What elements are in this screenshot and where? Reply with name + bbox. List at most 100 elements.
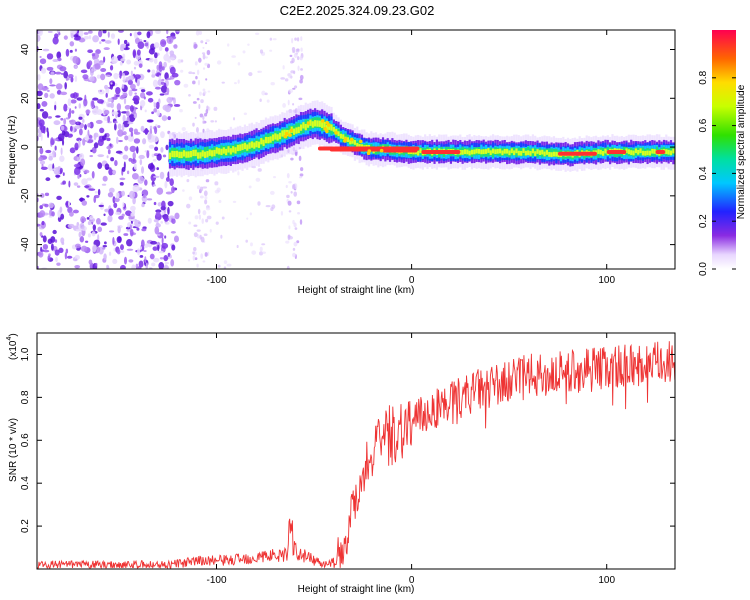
noise-speckle bbox=[108, 251, 112, 256]
noise-speckle bbox=[188, 71, 193, 75]
ridge-segment bbox=[253, 142, 256, 149]
ridge-segment bbox=[218, 148, 221, 155]
noise-speckle bbox=[287, 200, 292, 206]
y-tick-label: 0.6 bbox=[20, 433, 31, 447]
noise-speckle bbox=[292, 87, 296, 90]
noise-speckle bbox=[98, 204, 104, 208]
y-tick-label: -20 bbox=[20, 188, 31, 203]
ridge-segment bbox=[213, 149, 216, 157]
noise-speckle bbox=[282, 65, 285, 70]
noise-speckle bbox=[87, 60, 93, 66]
noise-speckle bbox=[128, 127, 134, 133]
noise-speckle bbox=[109, 65, 114, 71]
noise-speckle bbox=[101, 183, 107, 186]
noise-speckle bbox=[87, 129, 90, 137]
ridge-segment bbox=[314, 120, 317, 127]
noise-speckle bbox=[282, 102, 286, 108]
noise-speckle bbox=[79, 222, 85, 229]
noise-speckle bbox=[106, 145, 112, 150]
ridge-segment bbox=[489, 150, 492, 156]
noise-speckle bbox=[157, 202, 162, 207]
noise-speckle bbox=[285, 184, 288, 189]
noise-speckle bbox=[161, 115, 168, 122]
noise-speckle bbox=[199, 113, 204, 118]
noise-speckle bbox=[247, 43, 250, 46]
noise-speckle bbox=[99, 62, 104, 65]
noise-speckle bbox=[78, 128, 83, 136]
noise-speckle bbox=[171, 218, 176, 224]
noise-speckle bbox=[292, 103, 295, 106]
noise-speckle bbox=[141, 203, 145, 208]
noise-speckle bbox=[83, 169, 90, 174]
noise-speckle bbox=[294, 227, 298, 230]
ridge-segment bbox=[669, 150, 673, 156]
noise-speckle bbox=[107, 31, 110, 38]
noise-speckle bbox=[120, 250, 125, 253]
noise-speckle bbox=[143, 96, 146, 100]
ridge-segment bbox=[295, 127, 298, 134]
noise-speckle bbox=[257, 201, 261, 206]
ridge-segment bbox=[534, 151, 537, 156]
noise-speckle bbox=[130, 158, 137, 164]
colorbar-gradient bbox=[712, 30, 736, 269]
noise-speckle bbox=[270, 82, 275, 86]
noise-speckle bbox=[102, 245, 108, 248]
noise-speckle bbox=[69, 125, 73, 132]
noise-speckle bbox=[73, 36, 81, 41]
noise-speckle bbox=[128, 114, 136, 123]
noise-speckle bbox=[165, 144, 169, 151]
noise-speckle bbox=[121, 84, 125, 89]
noise-speckle bbox=[160, 131, 165, 139]
noise-speckle bbox=[47, 163, 54, 171]
noise-speckle bbox=[115, 211, 121, 216]
noise-speckle bbox=[56, 262, 61, 266]
noise-speckle bbox=[134, 220, 142, 228]
noise-speckle bbox=[104, 133, 107, 138]
noise-speckle bbox=[170, 230, 176, 234]
figure-title: C2E2.2025.324.09.23.G02 bbox=[280, 3, 435, 18]
noise-speckle bbox=[39, 147, 44, 155]
noise-speckle bbox=[122, 154, 129, 160]
noise-speckle bbox=[107, 115, 111, 123]
noise-speckle bbox=[139, 254, 144, 258]
noise-speckle bbox=[151, 111, 154, 115]
noise-speckle bbox=[192, 80, 196, 85]
noise-speckle bbox=[169, 50, 175, 56]
noise-speckle bbox=[116, 236, 122, 244]
ridge-segment bbox=[648, 150, 652, 156]
noise-speckle bbox=[65, 78, 69, 81]
noise-speckle bbox=[71, 110, 75, 114]
colorbar-tick-label: 0.6 bbox=[698, 118, 709, 132]
noise-speckle bbox=[166, 30, 169, 35]
snr-y-axis-label: SNR (10 * v/v) bbox=[8, 418, 19, 482]
noise-speckle bbox=[292, 247, 296, 251]
noise-speckle bbox=[245, 239, 248, 243]
ridge-segment bbox=[215, 147, 218, 154]
noise-speckle bbox=[196, 263, 199, 268]
noise-speckle bbox=[93, 132, 99, 138]
noise-speckle bbox=[100, 68, 107, 73]
ridge-segment bbox=[236, 144, 239, 152]
noise-speckle bbox=[95, 119, 103, 124]
noise-speckle bbox=[129, 32, 132, 37]
ridge-segment bbox=[316, 120, 319, 127]
ridge-hotspot bbox=[283, 134, 288, 139]
noise-speckle bbox=[140, 89, 146, 93]
noise-speckle bbox=[91, 53, 96, 57]
noise-speckle bbox=[153, 201, 157, 206]
noise-speckle bbox=[69, 41, 75, 47]
noise-speckle bbox=[121, 166, 126, 172]
spectrogram-x-axis-label: Height of straight line (km) bbox=[298, 285, 415, 296]
noise-speckle bbox=[108, 168, 114, 176]
noise-speckle bbox=[74, 48, 77, 52]
noise-speckle bbox=[51, 211, 55, 217]
noise-speckle bbox=[132, 49, 137, 58]
ridge-segment bbox=[257, 141, 261, 148]
noise-speckle bbox=[82, 138, 86, 146]
noise-speckle bbox=[48, 202, 54, 209]
ridge-segment bbox=[332, 127, 335, 132]
colorbar-ticks: 0.0 0.2 0.4 0.6 0.8 bbox=[698, 70, 736, 276]
noise-speckle bbox=[131, 88, 138, 92]
noise-speckle bbox=[44, 87, 49, 90]
noise-speckle bbox=[138, 63, 143, 68]
